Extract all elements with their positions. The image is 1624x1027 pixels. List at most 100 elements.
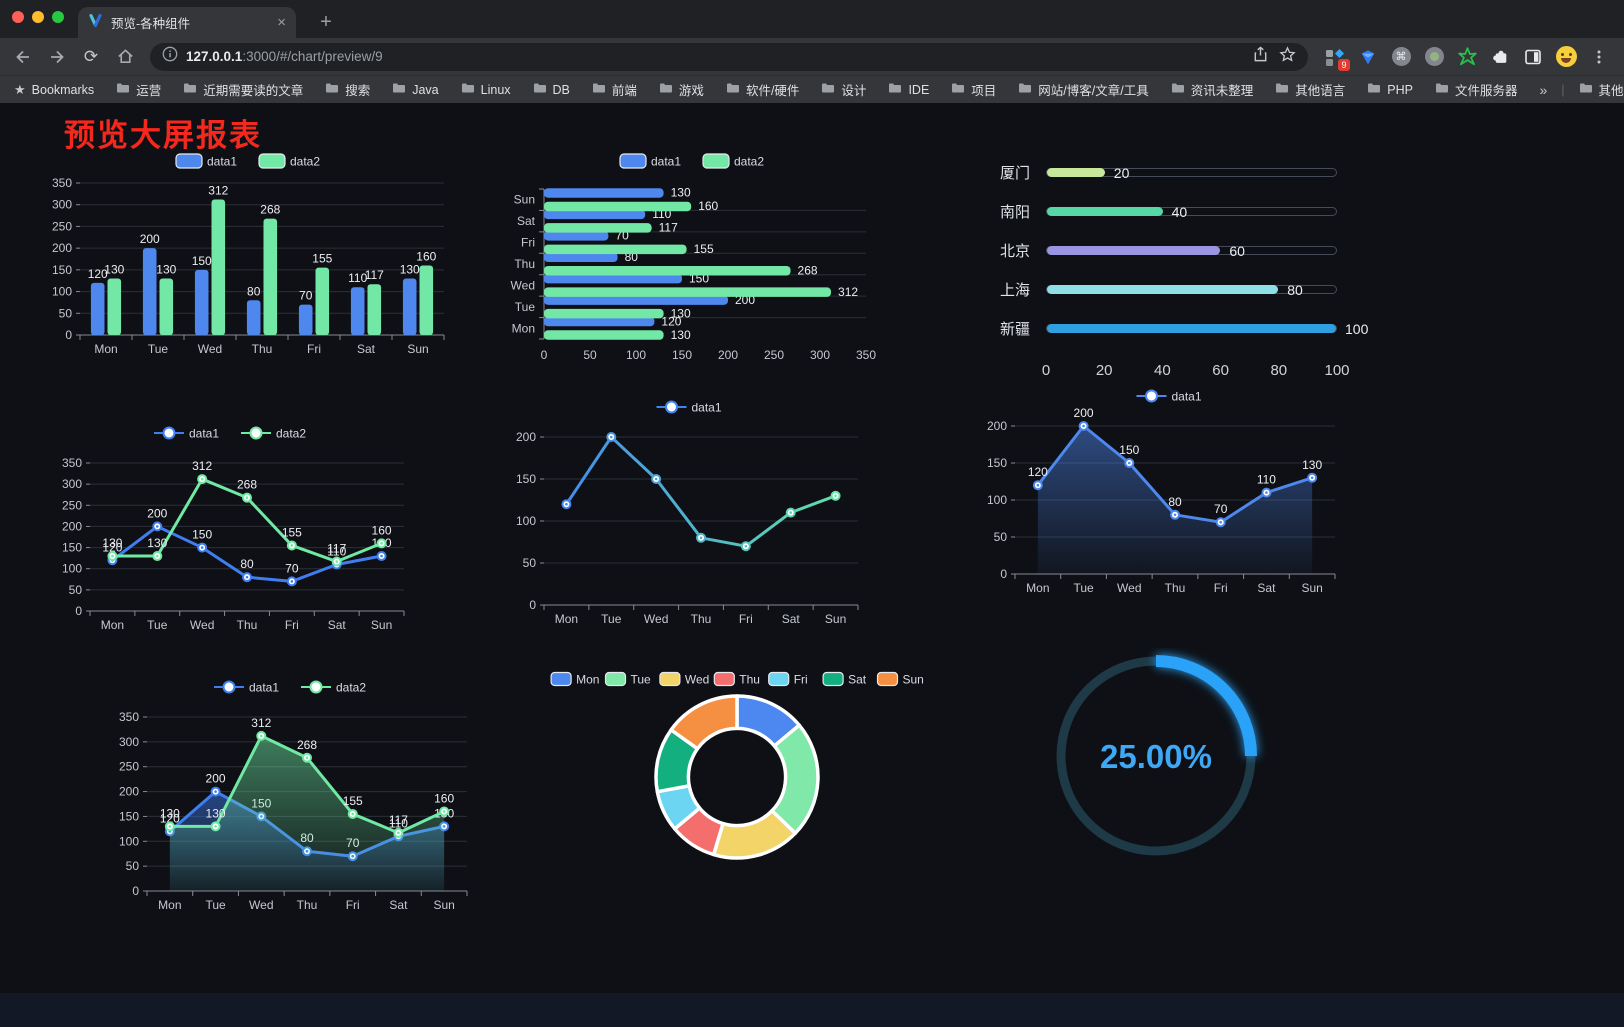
svg-text:80: 80 — [1168, 495, 1182, 509]
bookmark-folder-label: 游戏 — [678, 84, 704, 98]
bookmark-folder-item[interactable]: 其他语言 — [1275, 80, 1345, 99]
svg-text:0: 0 — [541, 348, 548, 362]
back-button[interactable] — [8, 42, 38, 72]
folder-icon — [325, 82, 339, 97]
svg-text:130: 130 — [104, 263, 124, 277]
svg-text:120: 120 — [661, 314, 681, 328]
svg-text:Fri: Fri — [794, 673, 808, 687]
site-info-icon[interactable] — [162, 46, 178, 67]
progress-fill — [1047, 207, 1163, 216]
svg-text:350: 350 — [119, 710, 139, 724]
progress-track: 60 — [1046, 243, 1337, 259]
bookmark-folder-item[interactable]: Linux — [461, 82, 511, 97]
svg-text:0: 0 — [75, 604, 82, 618]
bookmark-folder-item[interactable]: IDE — [888, 82, 929, 97]
traffic-light-minimize-button[interactable] — [32, 11, 44, 23]
chart-gauge[interactable]: 25.00% — [1046, 648, 1268, 870]
forward-button[interactable] — [42, 42, 72, 72]
browser-tab[interactable]: 预览-各种组件 × — [78, 7, 296, 38]
folder-icon — [1367, 82, 1381, 97]
progress-row: 新疆 100 — [985, 309, 1368, 348]
svg-text:50: 50 — [523, 556, 537, 570]
svg-text:130: 130 — [147, 536, 167, 550]
chart-donut[interactable]: Mon Tue Wed Thu Fri Sat Sun — [550, 667, 924, 969]
bookmark-folder-item[interactable]: 游戏 — [659, 80, 704, 99]
chart-progress-list[interactable]: 厦门 20 南阳 40 北京 60 上海 80 新疆 100 0 20 40 60 80 100 — [985, 153, 1368, 413]
svg-text:data1: data1 — [651, 155, 681, 169]
tab-close-icon[interactable]: × — [277, 14, 286, 31]
chart-line-gradient[interactable]: 0 50 100 150 200 Mon Tue Wed Thu Fri Sat Sun data1 — [500, 395, 882, 645]
bookmark-folder-label: 软件/硬件 — [745, 84, 800, 98]
chart-bar-horizontal[interactable]: data1 data2 0 50 100 150 200 250 300 350 Mon 120 130… — [498, 145, 890, 367]
bookmark-folder-item[interactable]: 前端 — [592, 80, 637, 99]
svg-text:data2: data2 — [734, 155, 764, 169]
bookmark-folder-item[interactable]: 软件/硬件 — [726, 80, 799, 99]
reload-button[interactable]: ⟳ — [83, 46, 99, 66]
extensions-puzzle-icon[interactable] — [1489, 46, 1511, 68]
extension-recorder-icon[interactable] — [1423, 46, 1445, 68]
bookmark-folder-label: 文件服务器 — [1454, 84, 1518, 98]
bookmark-folder-item[interactable]: 网站/博客/文章/工具 — [1018, 80, 1149, 99]
extension-blocks-icon[interactable]: 9 — [1324, 46, 1350, 71]
chart-line-area[interactable]: 0 50 100 150 200 Mon Tue Wed Thu Fri Sat Sun data1 12… — [975, 386, 1367, 602]
share-icon[interactable] — [1252, 45, 1269, 68]
bookmark-folder-item[interactable]: 项目 — [951, 80, 996, 99]
tab-strip: 预览-各种组件 × + — [0, 0, 1624, 38]
svg-text:100: 100 — [516, 514, 536, 528]
svg-text:Fri: Fri — [1214, 581, 1228, 595]
traffic-light-zoom-button[interactable] — [52, 11, 64, 23]
bookmark-folder-item[interactable]: 运营 — [116, 80, 161, 99]
side-panel-icon[interactable] — [1522, 46, 1544, 68]
svg-text:250: 250 — [62, 498, 82, 512]
bookmark-folder-item[interactable]: 近期需要读的文章 — [183, 80, 303, 99]
address-bar[interactable]: 127.0.0.1:3000/#/chart/preview/9 — [150, 42, 1308, 71]
progress-value: 20 — [1113, 164, 1130, 181]
bookmark-folder-label: 设计 — [841, 84, 867, 98]
svg-text:Thu: Thu — [691, 612, 712, 626]
chart-area-dual[interactable]: 0 50 100 150 200 250 300 350 Mon Tue Wed Thu Fri Sat S… — [105, 673, 479, 923]
bookmark-folder-label: Linux — [480, 82, 511, 97]
bookmark-folder-item[interactable]: 搜索 — [325, 80, 370, 99]
svg-text:250: 250 — [52, 219, 72, 233]
bookmark-folder-item[interactable]: Java — [392, 82, 439, 97]
bookmark-folder-item[interactable]: 文件服务器 — [1435, 80, 1518, 99]
svg-text:200: 200 — [516, 430, 536, 444]
svg-text:Mon: Mon — [576, 673, 599, 687]
svg-text:50: 50 — [59, 306, 73, 320]
svg-text:150: 150 — [516, 472, 536, 486]
home-button[interactable] — [110, 42, 140, 72]
progress-label: 北京 — [1000, 243, 1031, 260]
chart-line-dual[interactable]: 0 50 100 150 200 250 300 350 Mon Tue Wed Thu Fri Sat S… — [48, 417, 416, 645]
svg-text:Fri: Fri — [307, 342, 321, 356]
svg-text:Thu: Thu — [1165, 581, 1186, 595]
svg-text:250: 250 — [119, 760, 139, 774]
bookmarks-overflow-chevron[interactable]: » — [1539, 81, 1548, 98]
tab-title: 预览-各种组件 — [111, 17, 191, 31]
other-bookmarks-folder[interactable]: 其他书签 — [1579, 80, 1624, 99]
bookmark-folder-item[interactable]: 资讯未整理 — [1171, 80, 1253, 99]
extensions-row: 9 ⌘ — [1318, 46, 1616, 71]
svg-text:155: 155 — [694, 242, 714, 256]
progress-row: 上海 80 — [985, 270, 1347, 309]
bookmark-folder-item[interactable]: 设计 — [821, 80, 866, 99]
bookmark-folder-item[interactable]: DB — [533, 82, 570, 97]
folder-icon — [1579, 82, 1593, 97]
browser-menu-icon[interactable] — [1588, 46, 1610, 68]
svg-text:80: 80 — [247, 284, 261, 298]
bookmark-folder-item[interactable]: PHP — [1367, 82, 1413, 97]
chart-bar-grouped[interactable]: 0 50 100 150 200 250 300 350 Mon Tue Wed Thu Fri Sat S… — [40, 147, 460, 361]
extension-xdebug-star-icon[interactable] — [1456, 46, 1478, 68]
extension-gem-icon[interactable] — [1357, 46, 1379, 68]
svg-text:data1: data1 — [692, 401, 722, 415]
bookmarks-divider: | — [1561, 82, 1565, 97]
profile-avatar[interactable] — [1555, 46, 1577, 68]
svg-text:Tue: Tue — [147, 618, 168, 632]
svg-text:Wed: Wed — [511, 278, 535, 292]
traffic-light-close-button[interactable] — [12, 11, 24, 23]
bookmarks-manager-item[interactable]: ★ Bookmarks — [14, 82, 94, 98]
svg-text:160: 160 — [698, 199, 718, 213]
bookmark-star-icon[interactable] — [1279, 45, 1296, 68]
svg-text:data1: data1 — [1172, 390, 1202, 404]
new-tab-button[interactable]: + — [320, 11, 332, 33]
extension-command-icon[interactable]: ⌘ — [1390, 46, 1412, 68]
